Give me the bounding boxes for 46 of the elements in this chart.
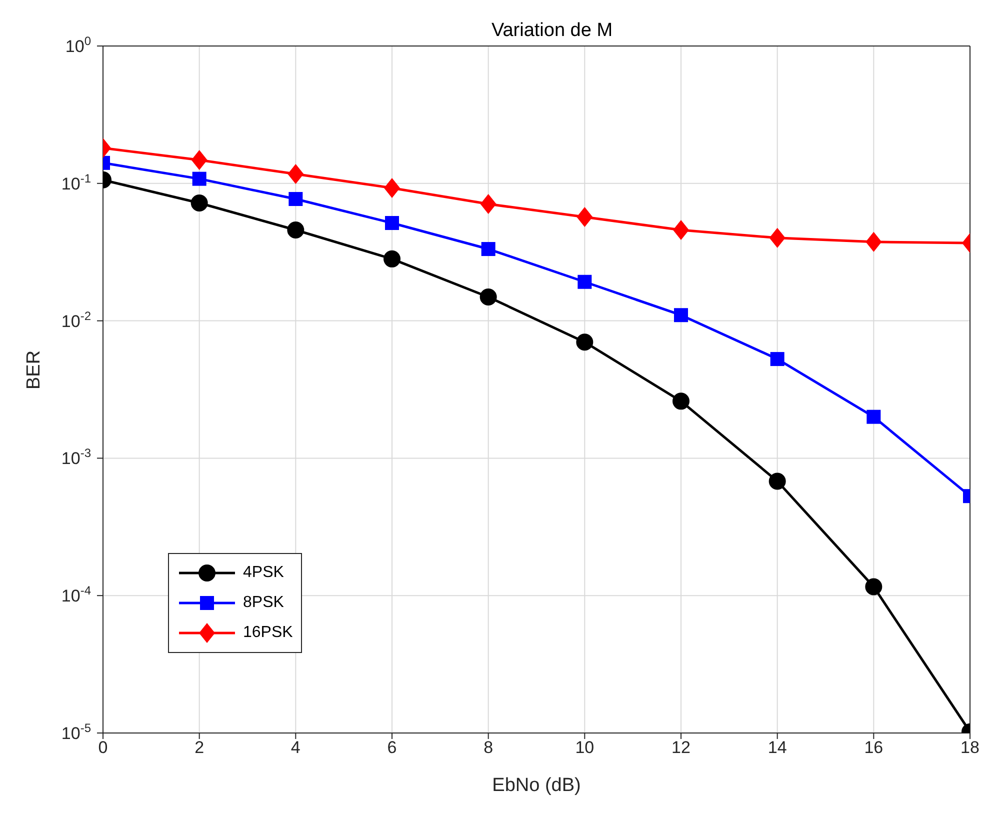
x-tick-label: 18 [960, 738, 980, 758]
point [190, 194, 208, 212]
point [384, 178, 400, 198]
point [865, 578, 882, 596]
point [576, 207, 593, 228]
x-tick-label: 10 [575, 738, 594, 758]
legend-label: 4PSK [243, 564, 284, 582]
y-tick-label: 10$^{-2}$ [61, 308, 92, 331]
point [191, 150, 208, 170]
legend-label: 16PSK [243, 624, 293, 642]
point [384, 250, 400, 268]
point [768, 472, 786, 490]
y-tick-label: 10$^{0}$ [65, 34, 92, 56]
point [770, 352, 784, 366]
y-axis-title: BER [24, 350, 45, 390]
point [481, 242, 496, 256]
point [578, 274, 592, 289]
point [866, 232, 882, 252]
x-tick-label: 0 [98, 738, 108, 758]
point [192, 172, 206, 186]
point [674, 308, 688, 322]
point [288, 192, 303, 206]
point [673, 220, 689, 240]
point [288, 164, 304, 184]
x-tick-label: 16 [864, 738, 884, 758]
y-tick-label: 10$^{-4}$ [61, 584, 92, 606]
chart-title: Variation de M [490, 20, 614, 42]
x-tick-label: 14 [768, 738, 787, 758]
point [672, 392, 690, 410]
x-tick-label: 2 [194, 738, 204, 758]
point [287, 221, 304, 238]
x-tick-label: 6 [387, 738, 397, 758]
point [769, 228, 786, 248]
y-tick-label: 10$^{-1}$ [61, 171, 92, 194]
x-tick-label: 12 [672, 738, 690, 758]
point [480, 288, 497, 306]
point [480, 194, 496, 214]
point [385, 216, 399, 230]
point [866, 410, 881, 424]
y-tick-label: 10$^{-5}$ [61, 721, 92, 743]
y-tick-label: 10$^{-3}$ [61, 446, 92, 468]
x-axis-title: EbNo (dB) [492, 775, 581, 796]
point [576, 334, 594, 351]
x-tick-label: 8 [484, 738, 494, 758]
legend-label: 8PSK [243, 594, 284, 612]
x-tick-label: 4 [290, 738, 300, 758]
